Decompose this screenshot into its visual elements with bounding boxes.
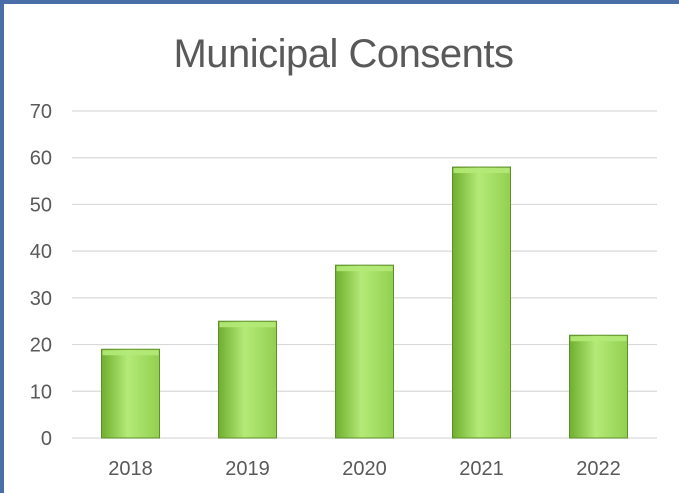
bar-highlight xyxy=(453,168,510,174)
x-tick-label: 2020 xyxy=(342,458,387,480)
x-tick-label: 2021 xyxy=(459,458,504,480)
y-tick-label: 50 xyxy=(30,194,52,216)
bar-2019 xyxy=(218,320,277,439)
bar-2018 xyxy=(101,348,160,439)
y-axis-tick-labels: 0 10 20 30 40 50 60 70 xyxy=(30,101,52,450)
y-tick-label: 70 xyxy=(30,101,52,123)
bar-highlight xyxy=(570,336,627,342)
y-tick-label: 10 xyxy=(30,381,52,403)
x-axis-tick-labels: 2018 2019 2020 2021 2022 xyxy=(108,458,621,480)
x-tick-label: 2022 xyxy=(576,458,621,480)
y-tick-label: 60 xyxy=(30,148,52,170)
bar-2020 xyxy=(335,264,394,439)
bar-highlight xyxy=(102,350,159,356)
bar-highlight xyxy=(336,266,393,272)
bar-highlight xyxy=(219,322,276,328)
y-tick-label: 40 xyxy=(30,241,52,263)
bar-2021 xyxy=(452,166,511,439)
bar-2022 xyxy=(569,334,628,439)
x-tick-label: 2018 xyxy=(108,458,153,480)
chart-title: Municipal Consents xyxy=(173,32,514,76)
x-tick-label: 2019 xyxy=(225,458,270,480)
y-tick-label: 20 xyxy=(30,335,52,357)
y-tick-label: 30 xyxy=(30,288,52,310)
bars xyxy=(101,166,628,439)
y-tick-label: 0 xyxy=(41,428,52,450)
